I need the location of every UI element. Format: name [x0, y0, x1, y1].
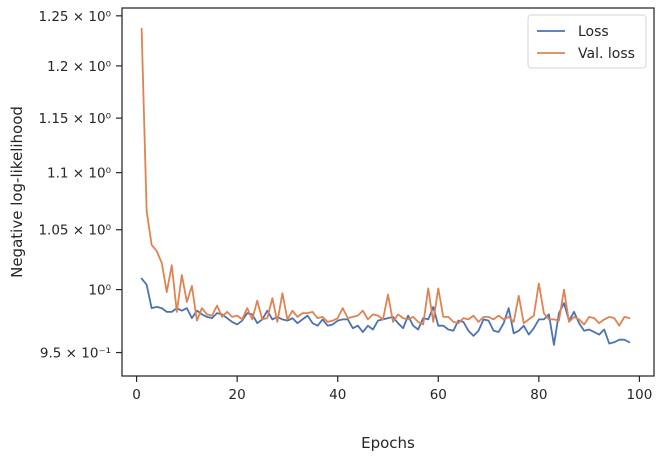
y-axis-ticks: 9.5 × 10⁻¹ 10⁰ 1.05 × 10⁰ 1.1 × 10⁰ 1.15 × 1… — [38, 9, 122, 362]
legend-label-val-loss: Val. loss — [578, 46, 635, 62]
y-tick-label: 1.05 × 10⁰ — [38, 223, 111, 239]
y-tick-label: 1.25 × 10⁰ — [38, 9, 111, 25]
plot-lines — [140, 27, 631, 346]
y-tick-label: 1.15 × 10⁰ — [38, 111, 111, 127]
legend[interactable]: Loss Val. loss — [527, 14, 647, 69]
x-axis-ticks: 0 20 40 60 80 100 — [132, 376, 652, 403]
y-tick-label: 1.1 × 10⁰ — [47, 166, 111, 182]
x-tick-label: 40 — [329, 387, 346, 403]
x-axis-label: Epochs — [361, 434, 415, 452]
y-tick-label: 10⁰ — [88, 283, 111, 299]
x-tick-label: 60 — [430, 387, 447, 403]
legend-label-loss: Loss — [578, 24, 609, 40]
plot-frame — [121, 7, 655, 377]
legend-box — [527, 14, 647, 69]
series-line-val-loss — [140, 27, 631, 327]
y-tick-label: 1.2 × 10⁰ — [47, 59, 111, 75]
x-tick-label: 80 — [530, 387, 547, 403]
x-tick-label: 100 — [627, 387, 653, 403]
y-axis-label: Negative log-likelihood — [8, 106, 26, 278]
y-tick-label: 9.5 × 10⁻¹ — [40, 346, 111, 362]
x-tick-label: 20 — [229, 387, 246, 403]
x-tick-label: 0 — [132, 387, 141, 403]
